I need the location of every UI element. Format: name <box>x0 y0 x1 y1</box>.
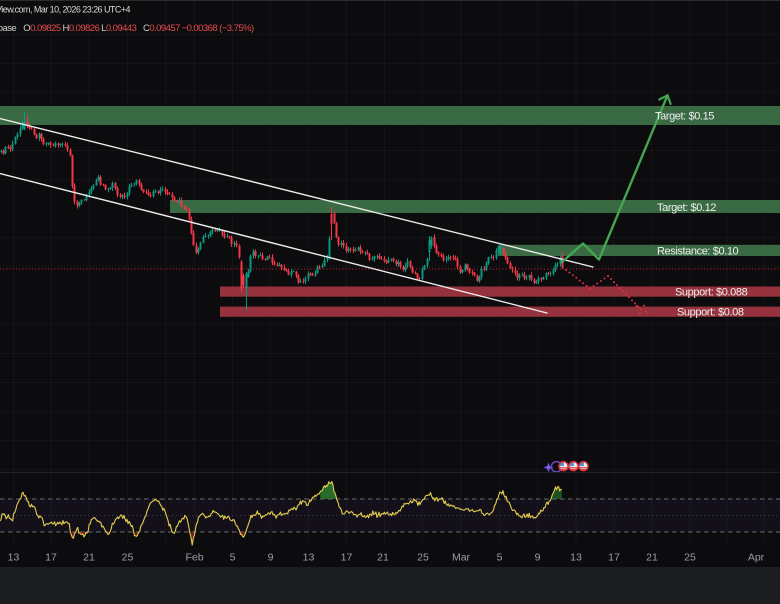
svg-text:Resistance: $0.10: Resistance: $0.10 <box>657 246 739 258</box>
svg-text:Mar: Mar <box>452 552 471 564</box>
svg-text:Apr: Apr <box>748 552 765 564</box>
svg-text:21: 21 <box>83 552 95 564</box>
svg-text:13: 13 <box>8 552 20 564</box>
svg-text:Support: $0.088: Support: $0.088 <box>675 287 748 299</box>
svg-text:13: 13 <box>303 552 315 564</box>
svg-text:17: 17 <box>341 552 353 564</box>
svg-text:View.com, Mar 10, 2026 23:26 U: View.com, Mar 10, 2026 23:26 UTC+4 <box>0 5 131 15</box>
svg-text:25: 25 <box>122 552 134 564</box>
svg-text:9: 9 <box>535 552 541 564</box>
svg-text:nbase: nbase <box>0 23 16 34</box>
svg-text:5: 5 <box>230 552 236 564</box>
svg-text:13: 13 <box>570 552 582 564</box>
svg-text:21: 21 <box>646 552 658 564</box>
svg-text:25: 25 <box>417 552 429 564</box>
svg-text:21: 21 <box>377 552 389 564</box>
svg-text:C0.09457: C0.09457 <box>143 23 180 34</box>
svg-text:Target: $0.15: Target: $0.15 <box>655 111 714 123</box>
svg-text:Target: $0.12: Target: $0.12 <box>657 202 716 214</box>
svg-text:Support: $0.08: Support: $0.08 <box>677 307 744 319</box>
svg-text:Feb: Feb <box>185 552 203 564</box>
svg-text:17: 17 <box>608 552 620 564</box>
svg-text:−0.00368 (−3.75%): −0.00368 (−3.75%) <box>182 23 254 34</box>
svg-text:25: 25 <box>684 552 696 564</box>
svg-text:O0.09825: O0.09825 <box>23 23 61 34</box>
svg-text:L0.09443: L0.09443 <box>101 23 136 34</box>
svg-text:9: 9 <box>268 552 274 564</box>
svg-text:5: 5 <box>497 552 503 564</box>
svg-text:H0.09826: H0.09826 <box>63 23 100 34</box>
svg-text:17: 17 <box>45 552 57 564</box>
